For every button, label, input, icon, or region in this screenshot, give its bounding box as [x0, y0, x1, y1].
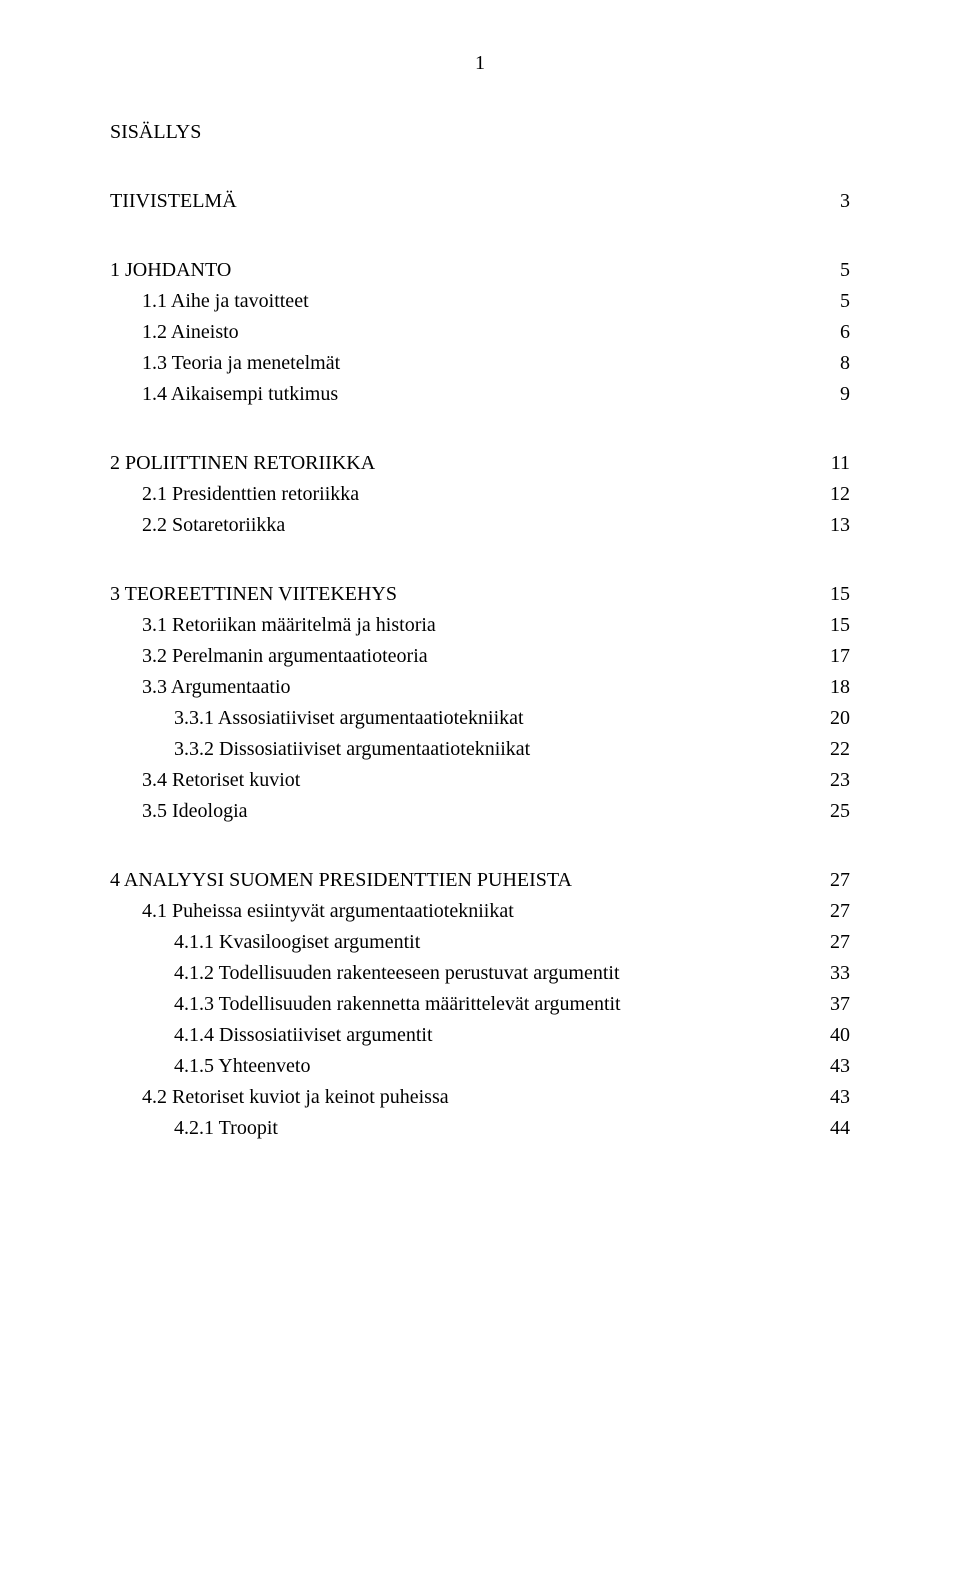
- toc-entry: 4.1.3 Todellisuuden rakennetta määrittel…: [110, 989, 850, 1020]
- toc-entry-page: 27: [810, 927, 850, 958]
- toc-entry-page: 20: [810, 703, 850, 734]
- toc-entry-label: TIIVISTELMÄ: [110, 186, 820, 217]
- toc-entry-page: 15: [810, 610, 850, 641]
- toc-entry-label: 3 TEOREETTINEN VIITEKEHYS: [110, 579, 810, 610]
- toc-entry-page: 17: [810, 641, 850, 672]
- toc-entry: 3.3.2 Dissosiatiiviset argumentaatiotekn…: [110, 734, 850, 765]
- toc-entry-label: 3.3.2 Dissosiatiiviset argumentaatiotekn…: [110, 734, 810, 765]
- toc-container: TIIVISTELMÄ3 1 JOHDANTO51.1 Aihe ja tavoi…: [110, 186, 850, 1144]
- toc-entry-label: 3.2 Perelmanin argumentaatioteoria: [110, 641, 810, 672]
- toc-section-title: 1 JOHDANTO5: [110, 255, 850, 286]
- toc-entry-label: 4.2 Retoriset kuviot ja keinot puheissa: [110, 1082, 810, 1113]
- toc-entry-page: 40: [810, 1020, 850, 1051]
- toc-heading: SISÄLLYS: [110, 117, 850, 148]
- toc-entry-page: 9: [820, 379, 850, 410]
- toc-entry-page: 5: [820, 286, 850, 317]
- toc-entry-label: 3.5 Ideologia: [110, 796, 810, 827]
- toc-entry: 3.3 Argumentaatio18: [110, 672, 850, 703]
- toc-entry-page: 27: [810, 896, 850, 927]
- toc-entry-label: 2.1 Presidenttien retoriikka: [110, 479, 810, 510]
- toc-entry: 4.2 Retoriset kuviot ja keinot puheissa4…: [110, 1082, 850, 1113]
- toc-entry: 4.2.1 Troopit44: [110, 1113, 850, 1144]
- toc-entry: 1.4 Aikaisempi tutkimus9: [110, 379, 850, 410]
- toc-entry: 2.1 Presidenttien retoriikka12: [110, 479, 850, 510]
- toc-entry-page: 12: [810, 479, 850, 510]
- toc-entry-page: 11: [811, 448, 850, 479]
- toc-entry: 3.5 Ideologia25: [110, 796, 850, 827]
- toc-section-title: 2 POLIITTINEN RETORIIKKA11: [110, 448, 850, 479]
- toc-entry-page: 33: [810, 958, 850, 989]
- toc-entry-page: 25: [810, 796, 850, 827]
- toc-entry: 3.1 Retoriikan määritelmä ja historia15: [110, 610, 850, 641]
- toc-entry: 1.1 Aihe ja tavoitteet5: [110, 286, 850, 317]
- toc-entry: 1.3 Teoria ja menetelmät8: [110, 348, 850, 379]
- toc-entry-label: 4.2.1 Troopit: [110, 1113, 810, 1144]
- toc-entry-label: 3.3 Argumentaatio: [110, 672, 810, 703]
- toc-section-title: 3 TEOREETTINEN VIITEKEHYS15: [110, 579, 850, 610]
- toc-entry: 4.1.1 Kvasiloogiset argumentit27: [110, 927, 850, 958]
- toc-entry-label: 1.3 Teoria ja menetelmät: [110, 348, 820, 379]
- toc-entry-page: 37: [810, 989, 850, 1020]
- toc-entry: 3.2 Perelmanin argumentaatioteoria17: [110, 641, 850, 672]
- toc-entry-label: 4.1.2 Todellisuuden rakenteeseen perustu…: [110, 958, 810, 989]
- toc-entry-page: 44: [810, 1113, 850, 1144]
- toc-entry-label: 4.1.5 Yhteenveto: [110, 1051, 810, 1082]
- toc-entry: 4.1.2 Todellisuuden rakenteeseen perustu…: [110, 958, 850, 989]
- toc-entry-label: 4.1.1 Kvasiloogiset argumentit: [110, 927, 810, 958]
- toc-entry-label: 1.1 Aihe ja tavoitteet: [110, 286, 820, 317]
- toc-entry-page: 43: [810, 1051, 850, 1082]
- toc-entry-page: 27: [810, 865, 850, 896]
- toc-entry-label: 3.1 Retoriikan määritelmä ja historia: [110, 610, 810, 641]
- page-number: 1: [110, 48, 850, 79]
- toc-section-title: 4 ANALYYSI SUOMEN PRESIDENTTIEN PUHEISTA…: [110, 865, 850, 896]
- toc-entry: 3.4 Retoriset kuviot23: [110, 765, 850, 796]
- toc-entry-page: 18: [810, 672, 850, 703]
- toc-entry-page: 3: [820, 186, 850, 217]
- toc-entry-page: 23: [810, 765, 850, 796]
- toc-entry-label: 4.1.4 Dissosiatiiviset argumentit: [110, 1020, 810, 1051]
- toc-entry-label: 4 ANALYYSI SUOMEN PRESIDENTTIEN PUHEISTA: [110, 865, 810, 896]
- toc-entry-label: 1.4 Aikaisempi tutkimus: [110, 379, 820, 410]
- toc-entry-page: 5: [820, 255, 850, 286]
- toc-entry: 4.1.4 Dissosiatiiviset argumentit40: [110, 1020, 850, 1051]
- toc-entry-page: 43: [810, 1082, 850, 1113]
- toc-entry-label: 1 JOHDANTO: [110, 255, 820, 286]
- toc-entry: 4.1 Puheissa esiintyvät argumentaatiotek…: [110, 896, 850, 927]
- toc-entry-page: 15: [810, 579, 850, 610]
- toc-entry-page: 22: [810, 734, 850, 765]
- toc-entry-label: 1.2 Aineisto: [110, 317, 820, 348]
- toc-entry-label: 3.3.1 Assosiatiiviset argumentaatiotekni…: [110, 703, 810, 734]
- toc-entry-label: 2 POLIITTINEN RETORIIKKA: [110, 448, 811, 479]
- toc-entry-page: 6: [820, 317, 850, 348]
- toc-entry: 1.2 Aineisto6: [110, 317, 850, 348]
- toc-entry: 3.3.1 Assosiatiiviset argumentaatiotekni…: [110, 703, 850, 734]
- toc-entry-page: 8: [820, 348, 850, 379]
- toc-section-title: TIIVISTELMÄ3: [110, 186, 850, 217]
- toc-entry-label: 4.1 Puheissa esiintyvät argumentaatiotek…: [110, 896, 810, 927]
- toc-entry-label: 3.4 Retoriset kuviot: [110, 765, 810, 796]
- toc-entry: 2.2 Sotaretoriikka13: [110, 510, 850, 541]
- toc-entry-label: 2.2 Sotaretoriikka: [110, 510, 810, 541]
- toc-entry-page: 13: [810, 510, 850, 541]
- toc-entry: 4.1.5 Yhteenveto43: [110, 1051, 850, 1082]
- toc-entry-label: 4.1.3 Todellisuuden rakennetta määrittel…: [110, 989, 810, 1020]
